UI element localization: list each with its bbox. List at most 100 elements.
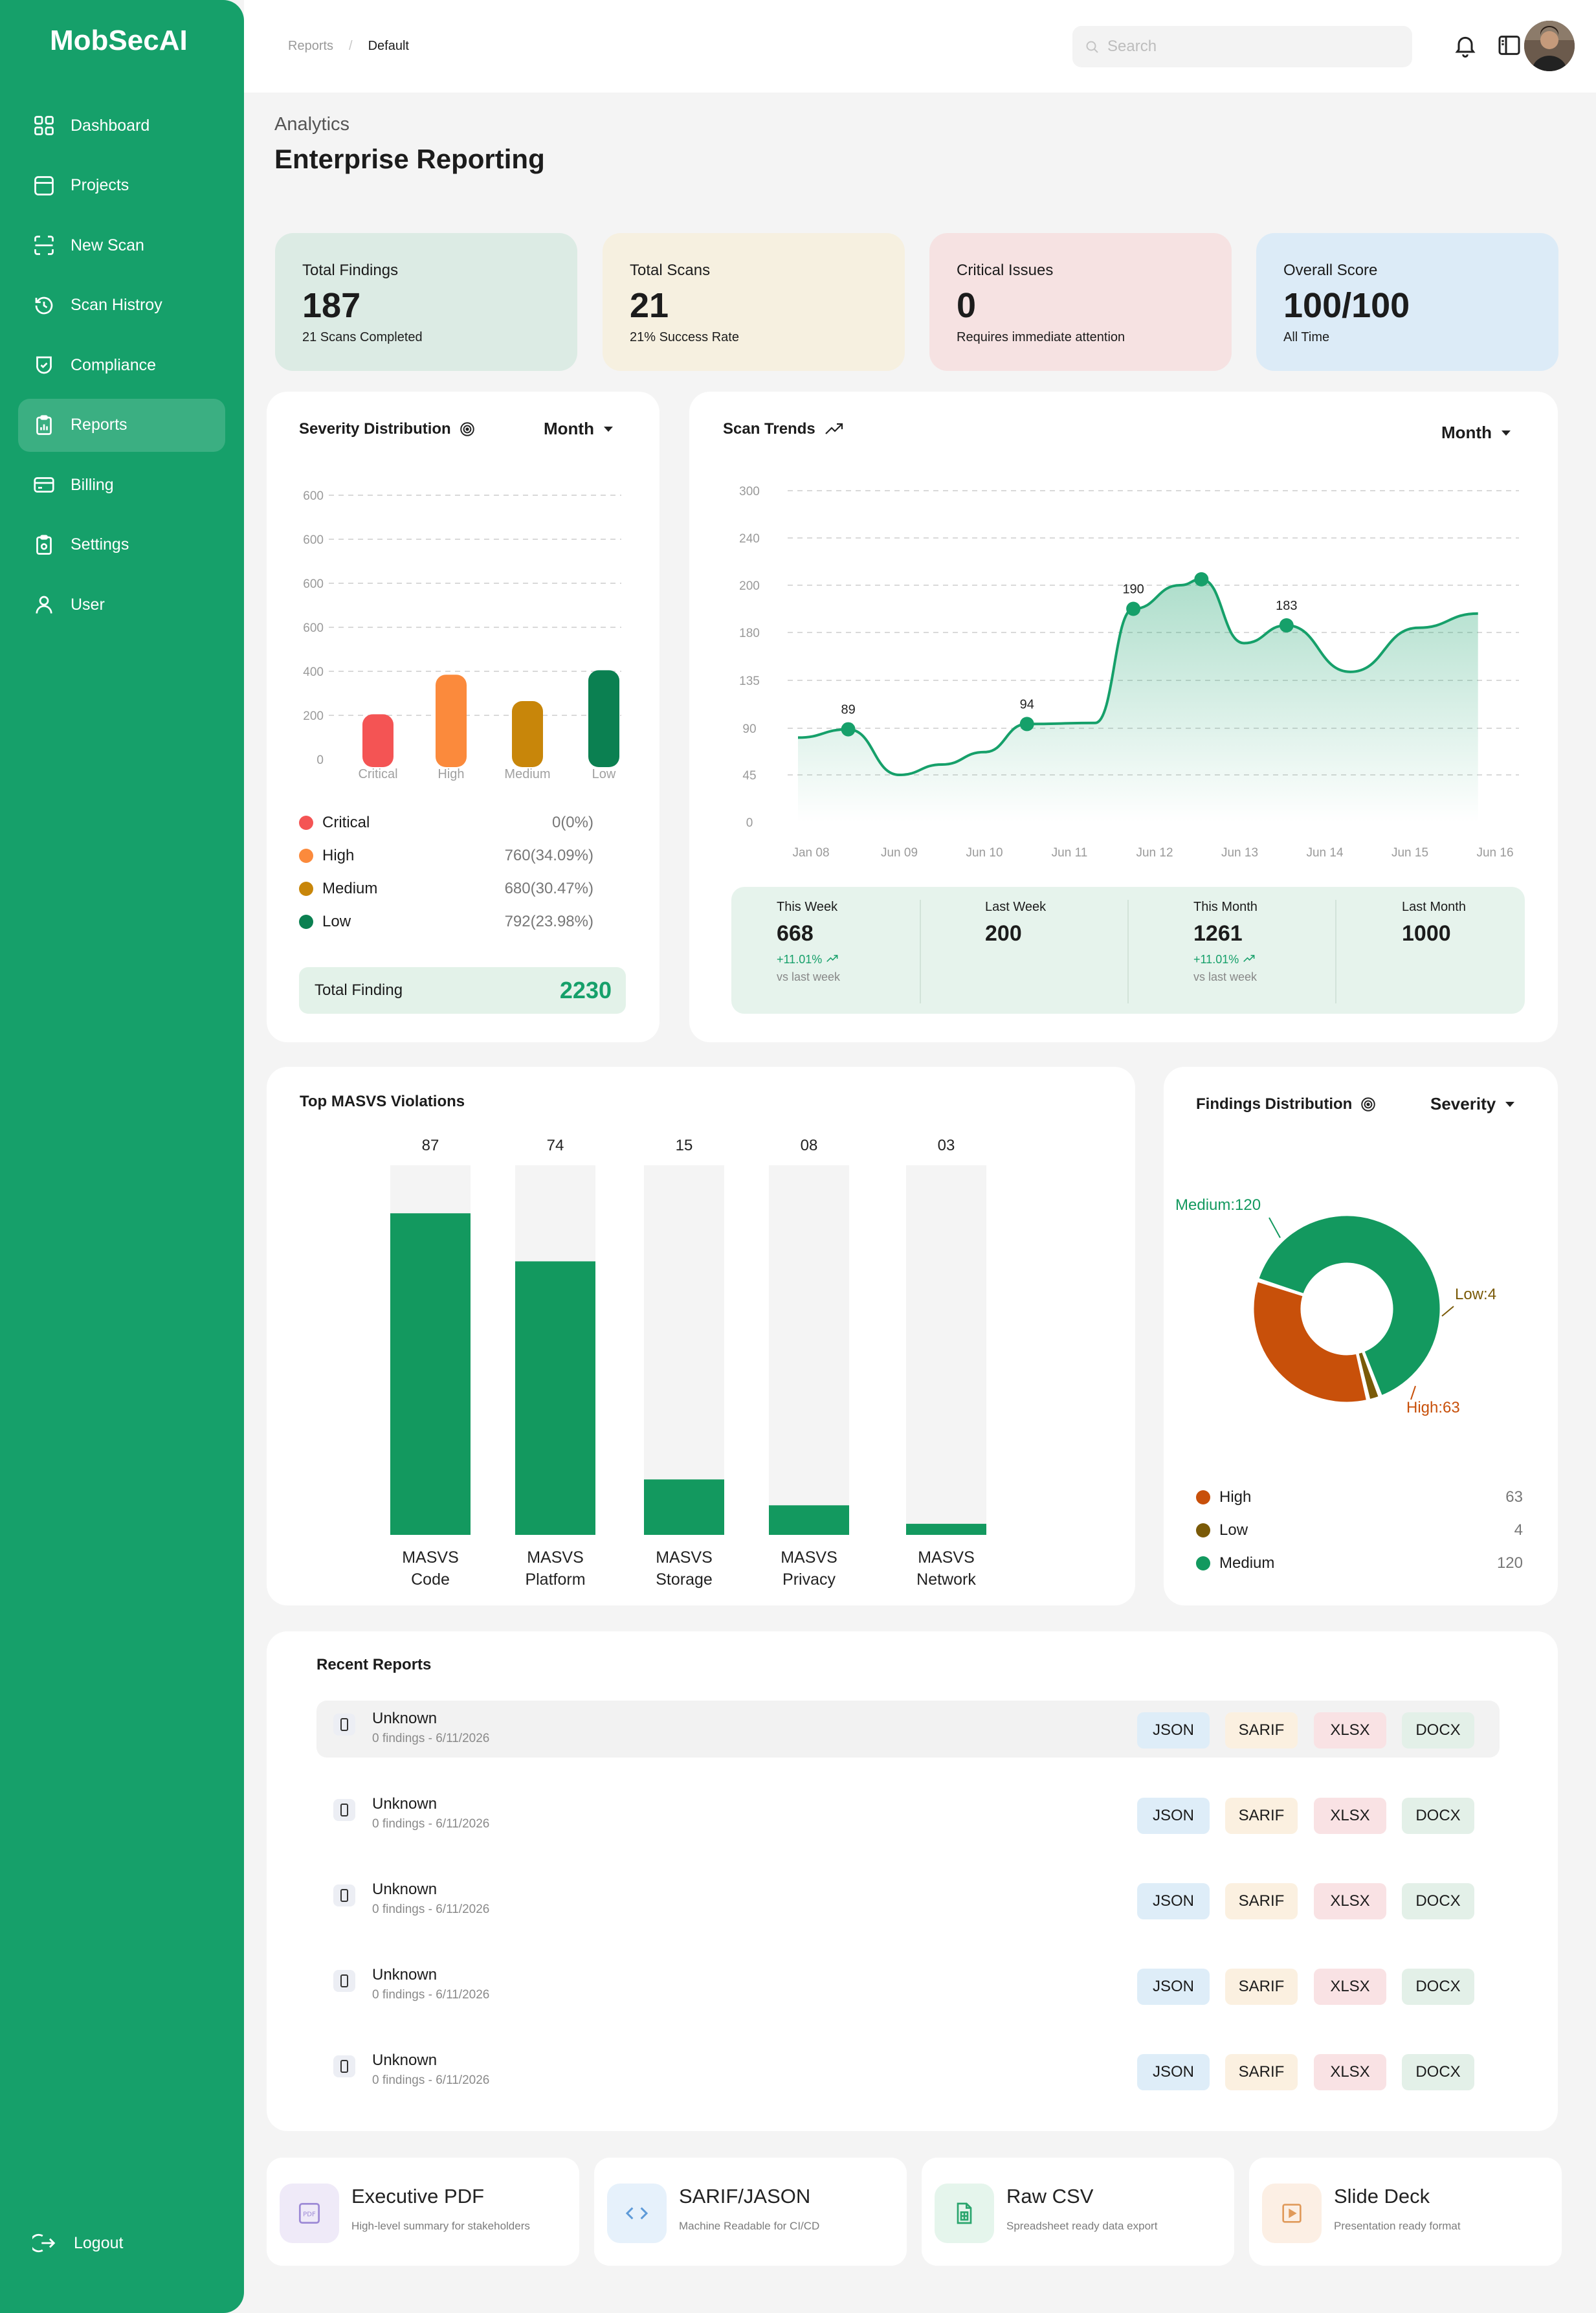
x-tick-label: Medium [504, 767, 550, 781]
legend-dot [1196, 1556, 1210, 1570]
download-docx-button[interactable]: DOCX [1402, 1883, 1474, 1919]
stat-divider [1335, 900, 1336, 1003]
export-title: Slide Deck [1334, 2185, 1430, 2207]
sidebar-item-scan-history[interactable]: Scan Histroy [18, 279, 225, 332]
leader-line [1410, 1385, 1416, 1400]
export-sarif-json[interactable]: SARIF/JASON Machine Readable for CI/CD [594, 2158, 907, 2266]
sidebar-item-reports[interactable]: Reports [18, 398, 225, 452]
y-tick-label: 600 [303, 533, 324, 547]
x-tick-label: High [438, 767, 464, 781]
report-row[interactable]: Unknown 0 findings - 6/11/2026 JSON SARIF XL… [316, 1957, 1500, 2014]
download-xlsx-button[interactable]: XLSX [1314, 1712, 1386, 1749]
bar-track [769, 1165, 849, 1535]
download-json-button[interactable]: JSON [1137, 1969, 1210, 2005]
trending-up-icon [1243, 955, 1255, 962]
x-tick-label: Jun 10 [966, 846, 1003, 860]
legend-item-high: High 63 [1196, 1488, 1523, 1507]
stat-note: vs last week [1193, 970, 1258, 983]
logout-button[interactable]: Logout [32, 2231, 123, 2255]
data-label: 89 [841, 703, 855, 717]
trends-period-dropdown[interactable]: Month [1441, 423, 1511, 443]
page-title: Enterprise Reporting [274, 144, 545, 174]
sidebar-item-new-scan[interactable]: New Scan [18, 219, 225, 272]
stat-this-month: This Month 1261 +11.01% vs last week [1193, 900, 1388, 984]
pdf-icon: PDF [298, 2202, 320, 2224]
sidebar-item-label: Reports [71, 416, 127, 434]
download-sarif-button[interactable]: SARIF [1225, 2054, 1298, 2090]
card-title: Findings Distribution [1196, 1095, 1353, 1113]
logout-label: Logout [74, 2233, 124, 2252]
stat-last-month: Last Month 1000 [1402, 900, 1596, 946]
slice-label: High:63 [1406, 1399, 1460, 1416]
download-xlsx-button[interactable]: XLSX [1314, 1883, 1386, 1919]
card-title: Top MASVS Violations [300, 1093, 465, 1110]
breadcrumb-item[interactable]: Reports [288, 39, 334, 53]
layout-toggle-icon[interactable] [1496, 32, 1522, 58]
download-sarif-button[interactable]: SARIF [1225, 1883, 1298, 1919]
x-tick-label: Code [411, 1570, 450, 1589]
report-row[interactable]: Unknown 0 findings - 6/11/2026 JSON SARIF XL… [316, 1786, 1500, 1843]
download-xlsx-button[interactable]: XLSX [1314, 2054, 1386, 2090]
findings-group-dropdown[interactable]: Severity [1430, 1094, 1515, 1114]
stat-label: Last Week [985, 900, 1047, 914]
data-label: 190 [1122, 583, 1144, 597]
download-docx-button[interactable]: DOCX [1402, 1969, 1474, 2005]
bell-icon[interactable] [1452, 32, 1478, 58]
download-docx-button[interactable]: DOCX [1402, 2054, 1474, 2090]
sidebar-item-projects[interactable]: Projects [18, 159, 225, 212]
sidebar-item-dashboard[interactable]: Dashboard [18, 99, 225, 152]
code-icon [625, 2207, 648, 2220]
export-slide-deck[interactable]: Slide Deck Presentation ready format [1249, 2158, 1562, 2266]
x-tick-label: Privacy [782, 1570, 836, 1589]
download-xlsx-button[interactable]: XLSX [1314, 1798, 1386, 1834]
download-docx-button[interactable]: DOCX [1402, 1712, 1474, 1749]
legend-dot [1196, 1490, 1210, 1504]
slice-low [1357, 1350, 1381, 1402]
legend-value: 760(34.09%) [504, 847, 593, 864]
report-meta: 0 findings - 6/11/2026 [372, 1732, 490, 1745]
history-icon [35, 296, 53, 314]
slides-icon [1282, 2204, 1302, 2223]
trending-up-icon [825, 423, 843, 434]
bar-track [644, 1165, 724, 1535]
masvs-bar-chart: 87 MASVS Code 74 MASVS Platform 15 MASVS Storage… [390, 1137, 986, 1589]
dropdown-label: Severity [1430, 1094, 1496, 1113]
report-row[interactable]: Unknown 0 findings - 6/11/2026 JSON SARIF XL… [316, 1701, 1500, 1758]
sidebar-item-label: New Scan [71, 236, 144, 254]
sidebar-item-label: Dashboard [71, 116, 150, 135]
bar-fill [906, 1523, 986, 1535]
sidebar-item-user[interactable]: User [18, 578, 225, 631]
download-json-button[interactable]: JSON [1137, 1883, 1210, 1919]
stat-value: 1000 [1402, 921, 1451, 946]
download-sarif-button[interactable]: SARIF [1225, 1798, 1298, 1834]
download-sarif-button[interactable]: SARIF [1225, 1712, 1298, 1749]
svg-text:PDF: PDF [303, 2211, 316, 2218]
download-xlsx-button[interactable]: XLSX [1314, 1969, 1386, 2005]
avatar-image [1524, 21, 1575, 71]
x-tick-label: Storage [656, 1570, 713, 1589]
avatar[interactable] [1524, 21, 1575, 71]
sidebar-item-settings[interactable]: Settings [18, 519, 225, 572]
phone-icon [333, 1970, 355, 1992]
search-input[interactable]: Search [1072, 26, 1412, 67]
sidebar-item-label: Billing [71, 475, 114, 494]
download-sarif-button[interactable]: SARIF [1225, 1969, 1298, 2005]
findings-title-wrap: Findings Distribution [1196, 1095, 1377, 1113]
download-docx-button[interactable]: DOCX [1402, 1798, 1474, 1834]
kpi-value: 100/100 [1283, 286, 1410, 325]
severity-period-dropdown[interactable]: Month [544, 419, 614, 439]
report-row[interactable]: Unknown 0 findings - 6/11/2026 JSON SARIF XL… [316, 2042, 1500, 2099]
export-raw-csv[interactable]: Raw CSV Spreadsheet ready data export [922, 2158, 1234, 2266]
stat-value: 1261 [1193, 921, 1243, 946]
download-json-button[interactable]: JSON [1137, 2054, 1210, 2090]
report-row[interactable]: Unknown 0 findings - 6/11/2026 JSON SARIF XL… [316, 1872, 1500, 1928]
dropdown-label: Month [544, 419, 594, 438]
stat-label: This Month [1193, 900, 1258, 914]
y-tick-label: 300 [739, 485, 760, 498]
download-json-button[interactable]: JSON [1137, 1798, 1210, 1834]
sidebar-item-compliance[interactable]: Compliance [18, 339, 225, 392]
kpi-card-critical-issues: Critical Issues 0 Requires immediate att… [929, 233, 1232, 371]
sidebar-item-billing[interactable]: Billing [18, 458, 225, 511]
export-executive-pdf[interactable]: PDF Executive PDF High-level summary for… [267, 2158, 579, 2266]
download-json-button[interactable]: JSON [1137, 1712, 1210, 1749]
